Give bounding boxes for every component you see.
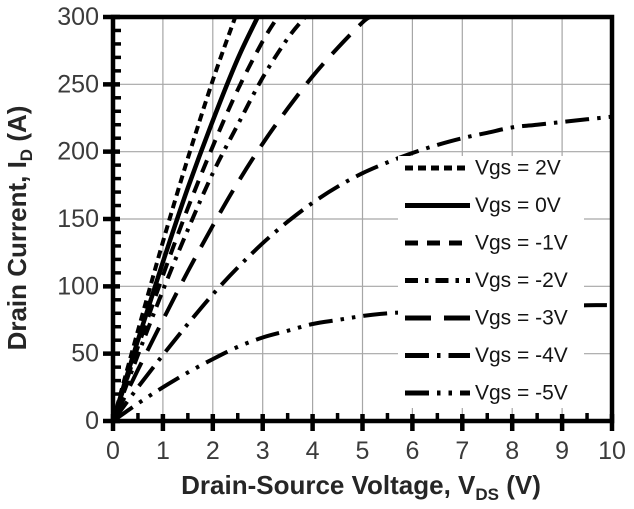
legend-label: Vgs = -2V xyxy=(475,269,568,292)
legend-item: Vgs = 2V xyxy=(405,157,561,180)
legend-label: Vgs = -1V xyxy=(475,232,568,255)
y-tick-label: 250 xyxy=(57,70,99,98)
x-tick-label: 3 xyxy=(256,437,270,465)
legend-item: Vgs = -1V xyxy=(405,232,568,255)
x-tick-label: 6 xyxy=(405,437,419,465)
legend-background xyxy=(398,156,584,408)
x-tick-label: 10 xyxy=(598,437,626,465)
legend-item: Vgs = 0V xyxy=(405,194,561,217)
curve-vgs-2v xyxy=(113,17,238,421)
x-tick-label: 1 xyxy=(156,437,170,465)
legend-item: Vgs = -2V xyxy=(405,269,568,292)
ticks xyxy=(103,14,615,431)
curve-vgs--1v xyxy=(113,17,280,421)
legend-item: Vgs = -4V xyxy=(405,344,568,367)
x-tick-label: 8 xyxy=(505,437,519,465)
x-tick-label: 0 xyxy=(106,437,120,465)
x-tick-label: 2 xyxy=(206,437,220,465)
x-tick-label: 5 xyxy=(356,437,370,465)
legend-label: Vgs = 2V xyxy=(475,157,561,180)
curve-vgs--3v xyxy=(113,17,372,421)
legend: Vgs = 2V Vgs = 0V Vgs = -1V Vgs = -2V Vgs = … xyxy=(398,156,584,408)
legend-item: Vgs = -5V xyxy=(405,382,568,405)
y-tick-label: 50 xyxy=(71,340,99,368)
legend-item: Vgs = -3V xyxy=(405,307,568,330)
x-tick-label: 9 xyxy=(555,437,569,465)
x-tick-label: 7 xyxy=(455,437,469,465)
legend-label: Vgs = -4V xyxy=(475,344,568,367)
y-tick-label: 200 xyxy=(57,138,99,166)
y-tick-label: 150 xyxy=(57,205,99,233)
legend-label: Vgs = -3V xyxy=(475,307,568,330)
y-tick-label: 100 xyxy=(57,272,99,300)
curve-vgs--2v xyxy=(113,17,307,421)
legend-label: Vgs = -5V xyxy=(475,382,568,405)
x-tick-label: 4 xyxy=(306,437,320,465)
curve-vgs-0v xyxy=(113,17,260,421)
curve-vgs--4v xyxy=(113,114,612,421)
y-tick-label: 0 xyxy=(85,407,99,435)
x-axis-title: Drain-Source Voltage, VDS (V) xyxy=(181,470,541,504)
legend-label: Vgs = 0V xyxy=(475,194,561,217)
y-tick-label: 300 xyxy=(57,3,99,31)
y-axis-title: Drain Current, ID (A) xyxy=(2,106,36,351)
